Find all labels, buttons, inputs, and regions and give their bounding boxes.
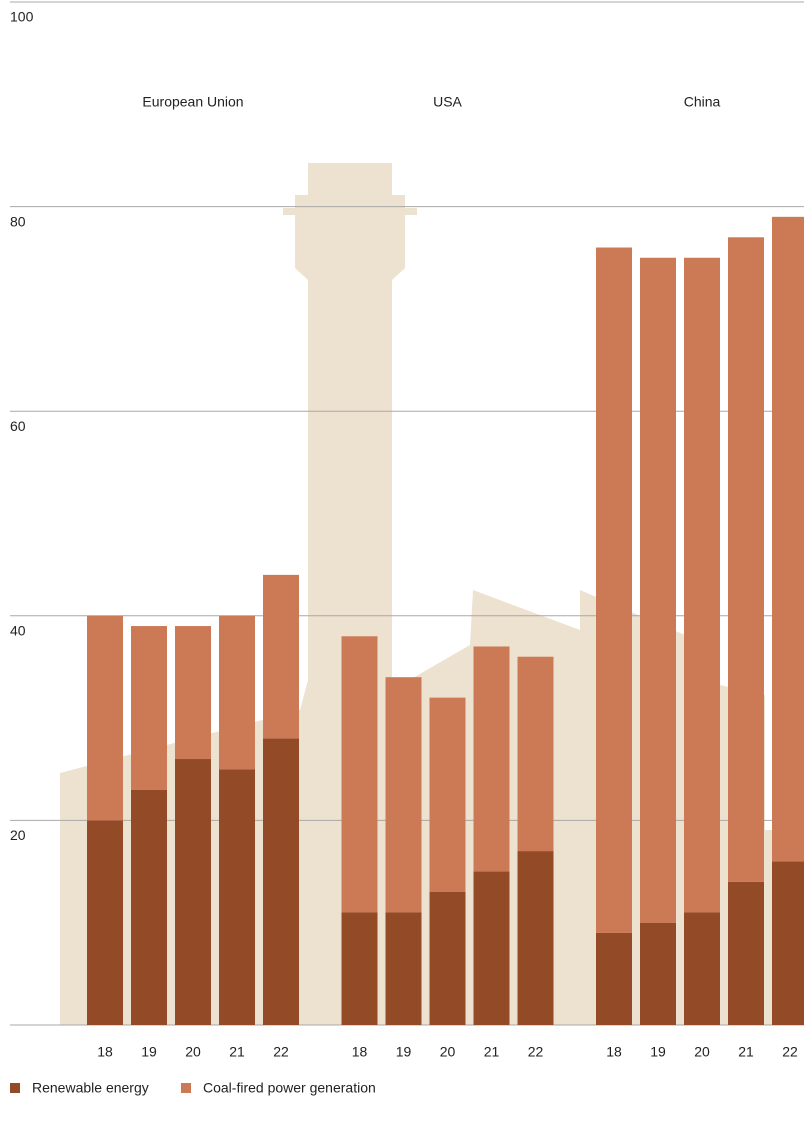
bar-segment: [517, 851, 554, 1025]
x-tick-label: 18: [97, 1044, 113, 1060]
bar-segment: [473, 646, 510, 872]
bar-segment: [175, 626, 211, 760]
bar-segment: [728, 237, 764, 882]
bar-segment: [219, 615, 255, 770]
bar-segment: [429, 892, 466, 1025]
y-tick-label: 20: [10, 827, 26, 843]
bar-segment: [341, 636, 378, 913]
bar-segment: [772, 861, 804, 1025]
bar-segment: [684, 257, 720, 913]
group-label: China: [684, 94, 721, 110]
bar-segment: [684, 912, 720, 1025]
bar-segment: [517, 656, 554, 852]
y-tick-label: 100: [10, 9, 34, 25]
bar-segment: [219, 769, 255, 1025]
bar-segment: [263, 574, 299, 739]
x-tick-label: 20: [694, 1044, 710, 1060]
bar-segment: [385, 912, 422, 1025]
x-tick-label: 20: [185, 1044, 201, 1060]
x-tick-label: 21: [229, 1044, 245, 1060]
bar-segment: [596, 932, 632, 1025]
bar-segment: [175, 759, 211, 1025]
x-tick-label: 18: [606, 1044, 622, 1060]
bar-segment: [385, 677, 422, 913]
bar-segment: [640, 922, 676, 1025]
x-tick-label: 19: [141, 1044, 157, 1060]
x-tick-label: 22: [782, 1044, 798, 1060]
bar-segment: [341, 912, 378, 1025]
legend-swatch: [181, 1083, 191, 1093]
bar-segment: [640, 257, 676, 923]
x-tick-label: 19: [396, 1044, 412, 1060]
legend-label: Renewable energy: [32, 1080, 149, 1096]
bar-segment: [772, 216, 804, 862]
legend-label: Coal-fired power generation: [203, 1080, 376, 1096]
x-tick-label: 18: [352, 1044, 368, 1060]
group-label: USA: [433, 94, 462, 110]
bar-segment: [131, 789, 167, 1025]
x-tick-label: 21: [738, 1044, 754, 1060]
bar-segment: [473, 871, 510, 1025]
x-tick-label: 19: [650, 1044, 666, 1060]
bar-segment: [728, 881, 764, 1025]
y-tick-label: 40: [10, 623, 26, 639]
y-tick-label: 60: [10, 418, 26, 434]
y-tick-label: 80: [10, 213, 26, 229]
bar-segment: [263, 738, 299, 1025]
bar-segment: [596, 247, 632, 933]
x-tick-label: 21: [484, 1044, 500, 1060]
x-tick-label: 22: [273, 1044, 289, 1060]
group-label: European Union: [142, 94, 243, 110]
bar-segment: [131, 626, 167, 790]
legend-swatch: [10, 1083, 20, 1093]
x-tick-label: 20: [440, 1044, 456, 1060]
bar-segment: [429, 697, 466, 893]
bar-segment: [87, 615, 123, 821]
x-tick-label: 22: [528, 1044, 544, 1060]
bar-segment: [87, 820, 123, 1025]
